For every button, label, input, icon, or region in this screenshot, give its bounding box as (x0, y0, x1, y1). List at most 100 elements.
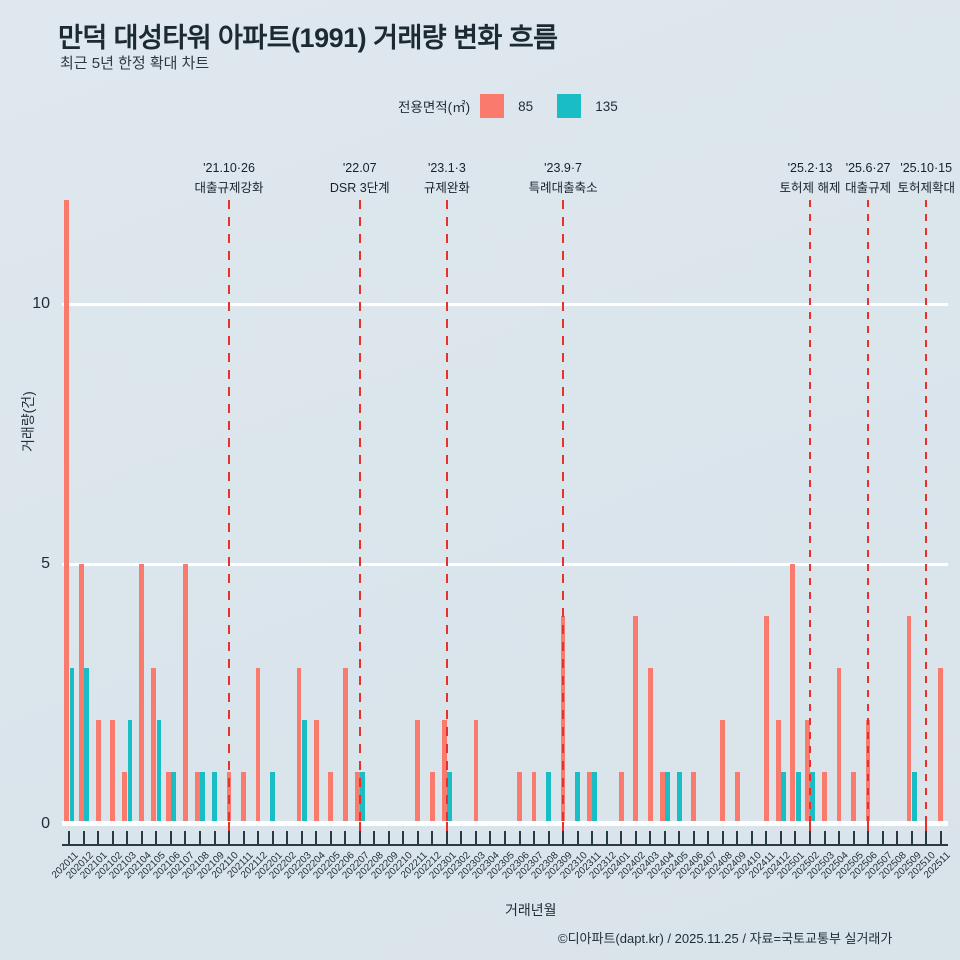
bar-85 (194, 772, 200, 824)
x-tick (155, 831, 158, 845)
legend-swatch-85 (480, 94, 505, 118)
event-line-202110 (228, 200, 231, 824)
legend-swatch-135 (557, 94, 582, 118)
x-tick (387, 831, 390, 845)
bar-85 (836, 668, 842, 824)
axis-baseline (62, 821, 948, 824)
event-xtick (228, 822, 231, 836)
bar-85 (587, 772, 592, 824)
x-tick (576, 831, 579, 845)
event-name: DSR 3단계 (329, 181, 390, 195)
bar-85 (822, 772, 827, 824)
bar-85 (415, 720, 421, 824)
x-tick (939, 831, 942, 845)
event-line-202309 (562, 200, 565, 824)
event-line-202301 (445, 200, 448, 824)
event-xtick (562, 822, 565, 836)
x-tick (736, 831, 739, 845)
bar-135 (200, 772, 205, 824)
x-tick (765, 831, 768, 845)
bar-135 (171, 772, 176, 824)
bar-135 (795, 772, 801, 824)
bar-135 (911, 772, 917, 824)
plot-area: 0 5 10 (32, 200, 948, 832)
bar-85 (122, 772, 128, 824)
bar-135 (665, 772, 670, 824)
x-tick (896, 831, 899, 845)
event-xtick (445, 822, 448, 836)
x-tick (213, 831, 216, 845)
event-label-202510: '25.10·15 토허제확대 (897, 158, 955, 198)
event-xtick (358, 822, 361, 836)
x-tick (533, 831, 536, 845)
y-tick-label: 10 (32, 295, 50, 312)
bar-85 (95, 720, 101, 824)
x-tick (126, 831, 129, 845)
bar-85 (151, 668, 157, 824)
bar-85 (429, 772, 435, 824)
x-tick (707, 831, 710, 845)
bar-85 (328, 772, 334, 824)
bar-85 (531, 772, 537, 824)
bar-85 (313, 720, 319, 824)
page-subtitle: 최근 5년 한정 확대 차트 (60, 55, 210, 72)
event-label-202110: '21.10·26 대출규제강화 (195, 158, 264, 198)
event-xtick (925, 822, 928, 836)
bar-85 (734, 772, 740, 824)
x-tick (460, 831, 463, 845)
x-tick (504, 831, 506, 845)
event-date: '23.9·7 (544, 161, 583, 175)
bar-85 (790, 564, 796, 824)
bar-85 (241, 772, 246, 824)
bar-85 (64, 200, 69, 824)
bar-135 (575, 772, 580, 824)
x-tick (358, 831, 361, 845)
bar-85 (139, 564, 145, 824)
legend-label-135: 135 (595, 98, 618, 114)
bar-85 (110, 720, 116, 824)
bar-135 (270, 772, 275, 824)
event-name: 규제완화 (423, 181, 470, 195)
x-tick (140, 831, 143, 845)
x-tick (823, 831, 826, 845)
event-date: '25.2·13 (787, 161, 833, 175)
x-tick (97, 831, 100, 845)
x-tick (344, 831, 347, 845)
x-tick (518, 831, 521, 845)
bar-85 (775, 720, 781, 824)
event-name: 토허제 해제 (779, 181, 841, 195)
gridline-0 (62, 822, 948, 826)
x-tick (271, 831, 274, 845)
bar-85 (659, 772, 665, 824)
bar-85 (764, 616, 769, 824)
event-line-202207 (358, 200, 361, 824)
x-axis: 202011 202012 202101 202102 202103 202104 2021… (50, 822, 953, 944)
bar-85 (647, 668, 653, 824)
legend: 전용면적(㎡) 85 135 (398, 94, 642, 118)
bar-135 (810, 772, 816, 824)
bar-135 (676, 772, 682, 824)
bar-135 (156, 720, 162, 824)
x-tick (257, 831, 260, 845)
y-axis-label: 거래량(건) (20, 391, 36, 452)
x-tick (663, 831, 666, 845)
x-tick (198, 831, 201, 845)
x-tick (329, 831, 332, 845)
x-tick (925, 831, 928, 845)
x-tick (402, 831, 405, 845)
event-line-202506 (867, 200, 869, 824)
x-tick (809, 831, 812, 845)
x-tick (794, 831, 797, 845)
bar-85 (804, 720, 810, 824)
x-tick (547, 831, 550, 845)
x-tick (300, 831, 303, 845)
x-tick (910, 831, 913, 845)
bar-85 (906, 616, 912, 824)
bar-85 (78, 564, 84, 824)
bar-85 (255, 668, 261, 824)
bar-135 (781, 772, 786, 824)
bar-85 (851, 772, 856, 824)
page-title: 만덕 대성타워 아파트(1991) 거래량 변화 흐름 (58, 23, 558, 53)
x-tick (721, 831, 724, 845)
